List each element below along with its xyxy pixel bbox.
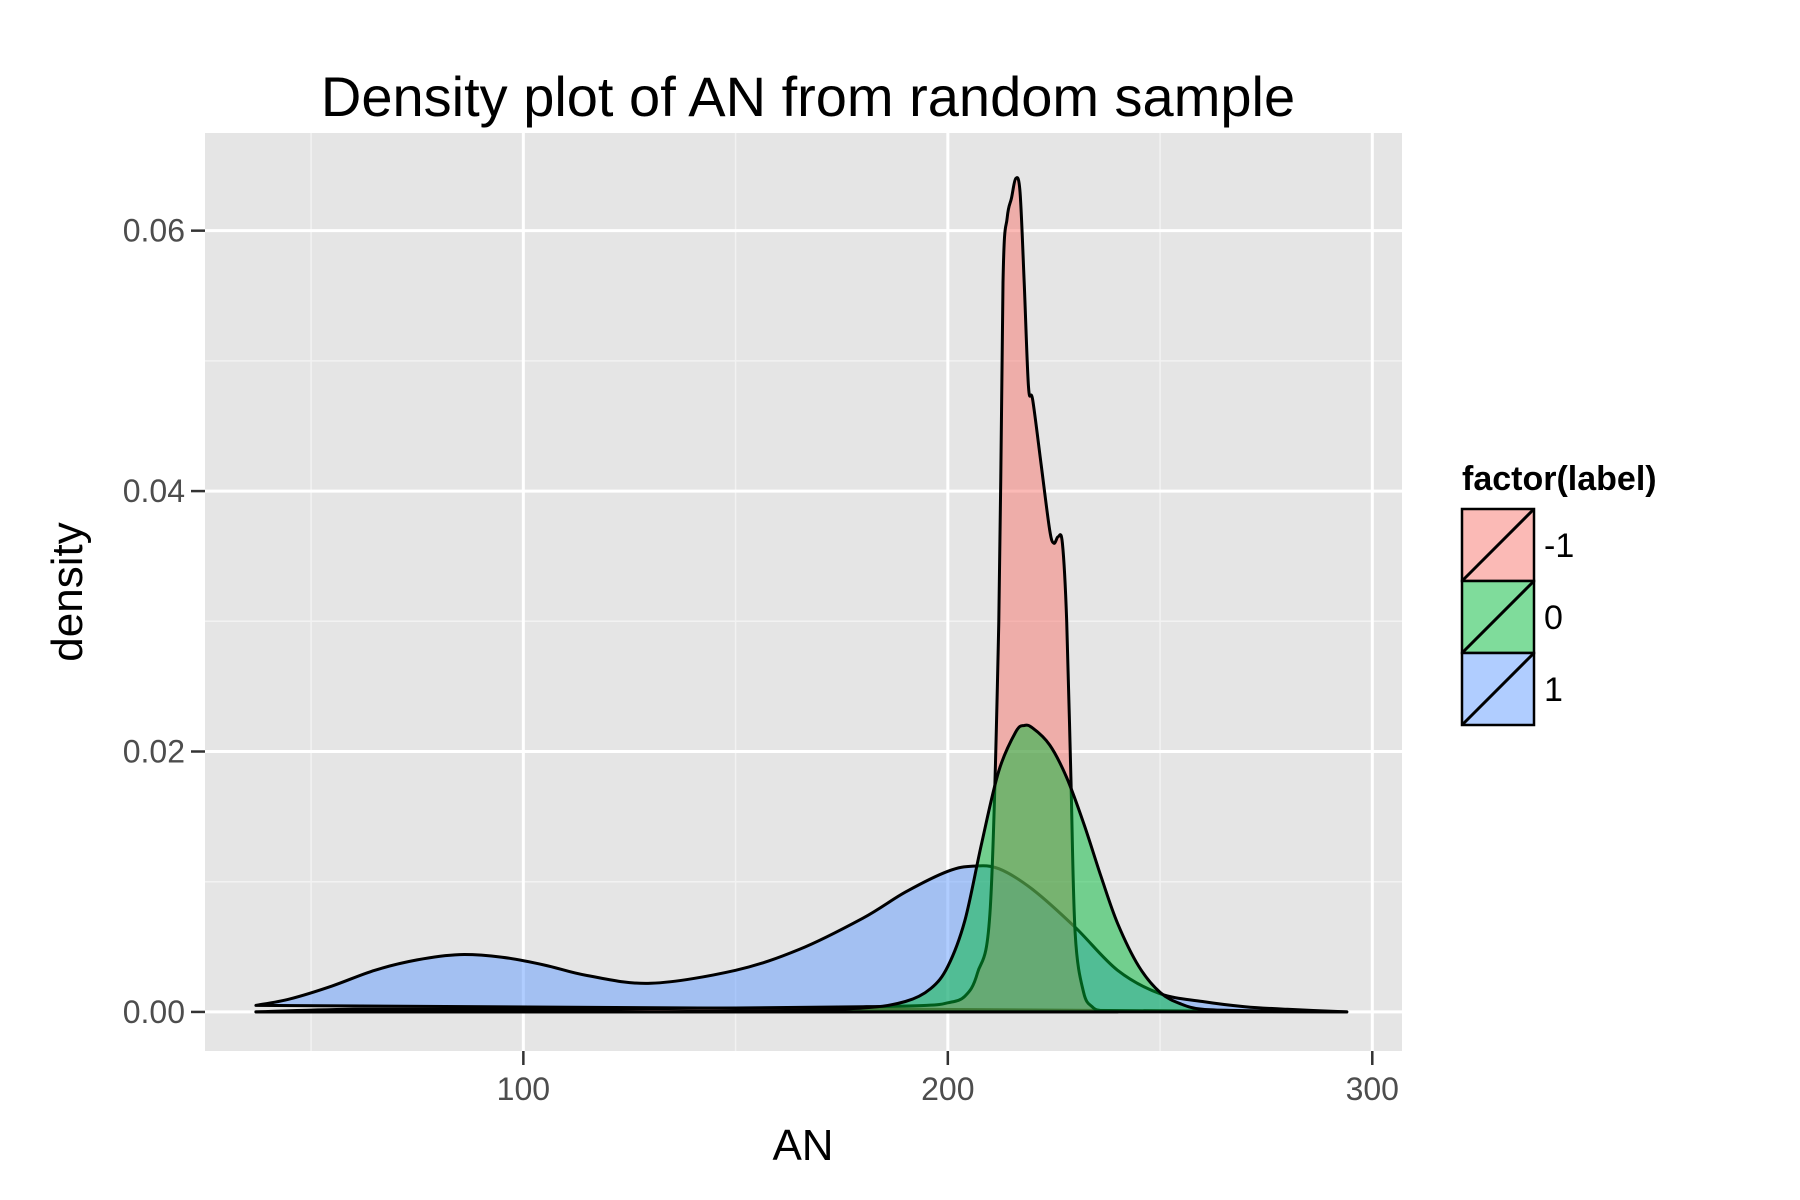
- density-area-0: [254, 723, 1349, 1014]
- y-tick-label: 0.06: [123, 213, 185, 249]
- legend-key-line: [1460, 579, 1536, 655]
- y-tick-label: 0.04: [123, 473, 185, 509]
- legend-title: factor(label): [1462, 460, 1657, 498]
- x-tick-label: 200: [921, 1071, 974, 1107]
- legend: factor(label) -1 0 1: [1460, 460, 1657, 727]
- legend-label--1: -1: [1544, 527, 1574, 565]
- y-axis: 0.00 0.02 0.04 0.06: [123, 213, 205, 1030]
- y-axis-title: density: [43, 522, 92, 661]
- chart-title: Density plot of AN from random sample: [321, 65, 1295, 128]
- legend-label-0: 0: [1544, 599, 1563, 637]
- x-axis-title: AN: [772, 1121, 833, 1170]
- y-tick-label: 0.00: [123, 994, 185, 1030]
- x-tick-label: 100: [497, 1071, 550, 1107]
- x-axis: 100 200 300: [497, 1051, 1399, 1107]
- y-tick-label: 0.02: [123, 734, 185, 770]
- legend-label-1: 1: [1544, 671, 1563, 709]
- density-areas: [254, 176, 1349, 1014]
- plot-panel: [205, 133, 1402, 1051]
- x-tick-label: 300: [1346, 1071, 1399, 1107]
- legend-key-line: [1460, 507, 1536, 583]
- legend-key-line: [1460, 651, 1536, 727]
